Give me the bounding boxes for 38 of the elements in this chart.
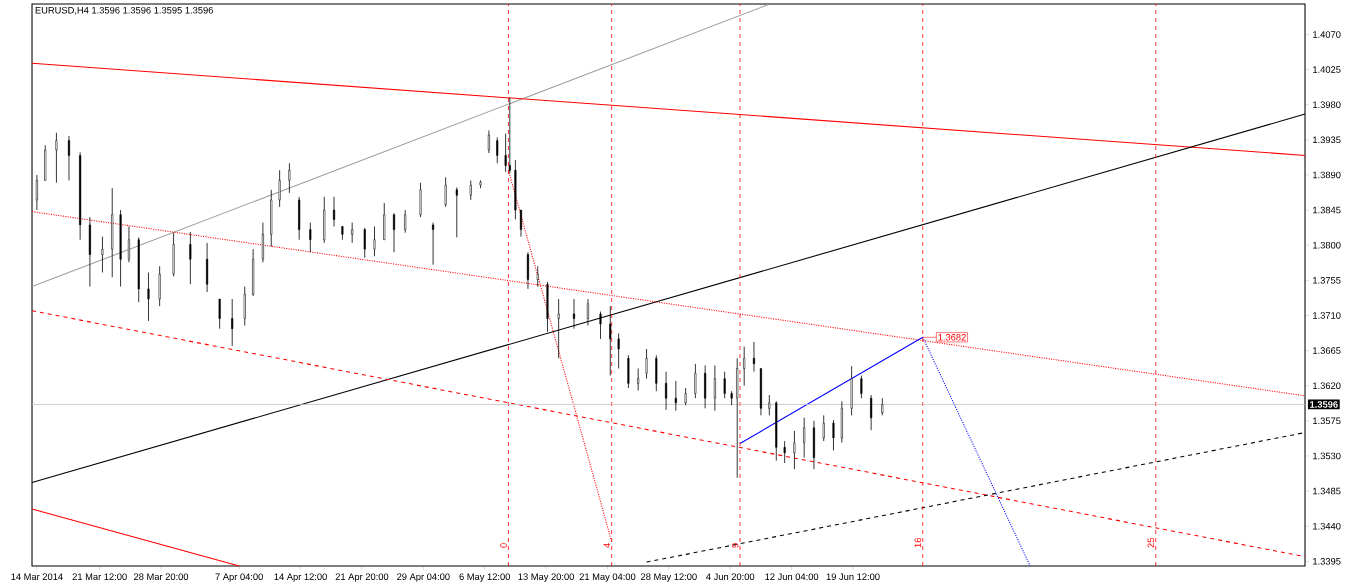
y-tick-label: 1.3800: [1313, 241, 1341, 249]
x-tick-label: 6 May 12:00: [459, 573, 511, 582]
x-tick-label: 28 Mar 20:00: [134, 573, 189, 580]
x-tick-label: 29 Apr 04:00: [397, 573, 450, 582]
x-tick-label: 13 May 20:00: [518, 573, 574, 582]
y-tick-label: 1.3980: [1313, 101, 1341, 108]
chart-title: EURUSD,H4 1.3596 1.3596 1.3595 1.3596: [35, 6, 213, 15]
y-tick-label: 1.3530: [1313, 452, 1341, 460]
annotation: 16: [914, 538, 922, 548]
y-tick-label: 1.3665: [1313, 347, 1341, 354]
y-tick-label: 1.4025: [1313, 66, 1341, 73]
x-tick-label: 28 May 12:00: [641, 573, 697, 582]
x-tick-label: 7 Apr 04:00: [215, 573, 263, 582]
y-tick-label: 1.3575: [1313, 417, 1341, 425]
annotation: 1.3682: [938, 334, 966, 341]
x-tick-label: 19 Jun 12:00: [826, 573, 880, 580]
y-tick-label: 1.3935: [1313, 136, 1341, 144]
y-tick-label: 1.3620: [1313, 382, 1341, 389]
ref-line-label: 1.3596: [1310, 401, 1338, 408]
y-tick-label: 1.3710: [1313, 312, 1341, 319]
y-tick-label: 1.3395: [1313, 558, 1341, 565]
y-tick-label: 1.3440: [1313, 522, 1341, 530]
x-tick-label: 12 Jun 04:00: [765, 573, 819, 580]
annotation: 4: [603, 543, 611, 548]
y-tick-label: 1.3485: [1313, 487, 1341, 495]
x-tick-label: 21 May 04:00: [579, 573, 636, 582]
x-tick-label: 21 Mar 12:00: [72, 573, 127, 580]
y-tick-label: 1.3755: [1313, 277, 1341, 284]
x-tick-label: 14 Mar 2014: [11, 573, 63, 580]
annotation: 25: [1147, 538, 1155, 548]
y-tick-label: 1.4070: [1313, 31, 1341, 38]
annotation: 0: [500, 543, 507, 548]
y-tick-label: 1.3845: [1313, 206, 1341, 214]
x-tick-label: 4 Jun 20:00: [706, 573, 755, 580]
y-tick-label: 1.3890: [1313, 171, 1341, 179]
x-tick-label: 21 Apr 20:00: [335, 573, 389, 582]
annotation: 9: [731, 543, 739, 548]
x-tick-label: 14 Apr 12:00: [274, 573, 327, 582]
